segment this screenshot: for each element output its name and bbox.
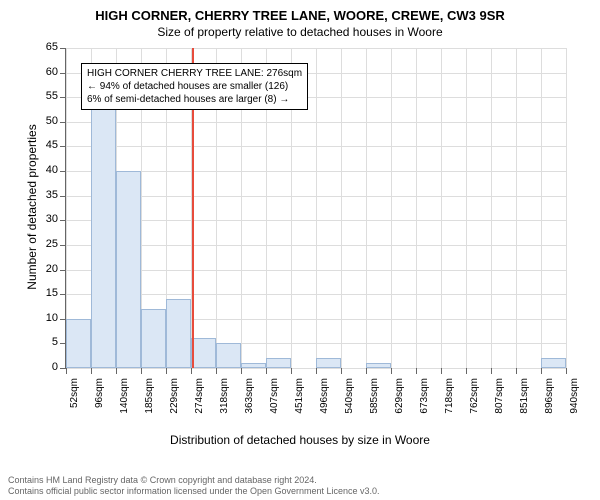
gridline-v [366,48,367,368]
histogram-bar [316,358,341,368]
x-tick [241,368,242,374]
x-tick-label: 407sqm [269,378,280,428]
x-tick [266,368,267,374]
footer-attribution: Contains HM Land Registry data © Crown c… [8,475,380,498]
histogram-bar [191,338,216,368]
x-tick-label: 762sqm [469,378,480,428]
x-tick-label: 363sqm [244,378,255,428]
histogram-bar [166,299,191,368]
x-tick-label: 274sqm [194,378,205,428]
gridline-v [441,48,442,368]
x-tick [366,368,367,374]
annotation-line: 6% of semi-detached houses are larger (8… [87,93,302,106]
x-tick [141,368,142,374]
annotation-line: ← 94% of detached houses are smaller (12… [87,80,302,93]
histogram-bar [541,358,566,368]
x-tick [216,368,217,374]
x-tick-label: 629sqm [394,378,405,428]
x-tick [441,368,442,374]
x-tick-label: 851sqm [519,378,530,428]
gridline-v [341,48,342,368]
gridline-v [541,48,542,368]
footer-line-1: Contains HM Land Registry data © Crown c… [8,475,380,487]
gridline-v [566,48,567,368]
x-tick-label: 940sqm [569,378,580,428]
gridline-v [491,48,492,368]
plot-area: 0510152025303540455055606552sqm96sqm140s… [65,48,566,369]
x-tick [416,368,417,374]
x-tick-label: 585sqm [369,378,380,428]
y-axis-label: Number of detached properties [25,107,39,307]
x-tick [166,368,167,374]
x-tick [316,368,317,374]
x-tick-label: 318sqm [219,378,230,428]
gridline-v [466,48,467,368]
x-tick [66,368,67,374]
chart-title-main: HIGH CORNER, CHERRY TREE LANE, WOORE, CR… [0,0,600,23]
chart-container: HIGH CORNER, CHERRY TREE LANE, WOORE, CR… [0,0,600,500]
gridline-v [416,48,417,368]
x-tick-label: 807sqm [494,378,505,428]
x-tick-label: 229sqm [169,378,180,428]
x-tick-label: 540sqm [344,378,355,428]
x-tick [191,368,192,374]
x-tick [466,368,467,374]
y-tick-label: 5 [30,336,58,348]
x-tick-label: 673sqm [419,378,430,428]
x-tick [341,368,342,374]
x-tick [491,368,492,374]
gridline-v [316,48,317,368]
x-tick [566,368,567,374]
chart-title-sub: Size of property relative to detached ho… [0,23,600,39]
x-tick-label: 52sqm [69,378,80,428]
x-tick [91,368,92,374]
histogram-bar [216,343,241,368]
footer-line-2: Contains official public sector informat… [8,486,380,498]
x-tick [516,368,517,374]
x-tick-label: 96sqm [94,378,105,428]
y-tick-label: 10 [30,312,58,324]
annotation-line: HIGH CORNER CHERRY TREE LANE: 276sqm [87,67,302,80]
histogram-bar [116,171,141,368]
x-tick [391,368,392,374]
x-axis-label: Distribution of detached houses by size … [0,433,600,447]
x-tick-label: 718sqm [444,378,455,428]
y-tick-label: 65 [30,41,58,53]
x-tick-label: 451sqm [294,378,305,428]
x-tick-label: 140sqm [119,378,130,428]
x-tick [541,368,542,374]
x-tick-label: 496sqm [319,378,330,428]
y-tick-label: 55 [30,90,58,102]
annotation-box: HIGH CORNER CHERRY TREE LANE: 276sqm← 94… [81,63,308,110]
x-tick [116,368,117,374]
y-tick-label: 0 [30,361,58,373]
histogram-bar [66,319,91,368]
histogram-bar [366,363,391,368]
histogram-bar [266,358,291,368]
gridline-v [516,48,517,368]
y-tick-label: 60 [30,66,58,78]
x-tick-label: 896sqm [544,378,555,428]
x-tick [291,368,292,374]
gridline-v [391,48,392,368]
histogram-bar [91,102,116,368]
histogram-bar [241,363,266,368]
x-tick-label: 185sqm [144,378,155,428]
histogram-bar [141,309,166,368]
